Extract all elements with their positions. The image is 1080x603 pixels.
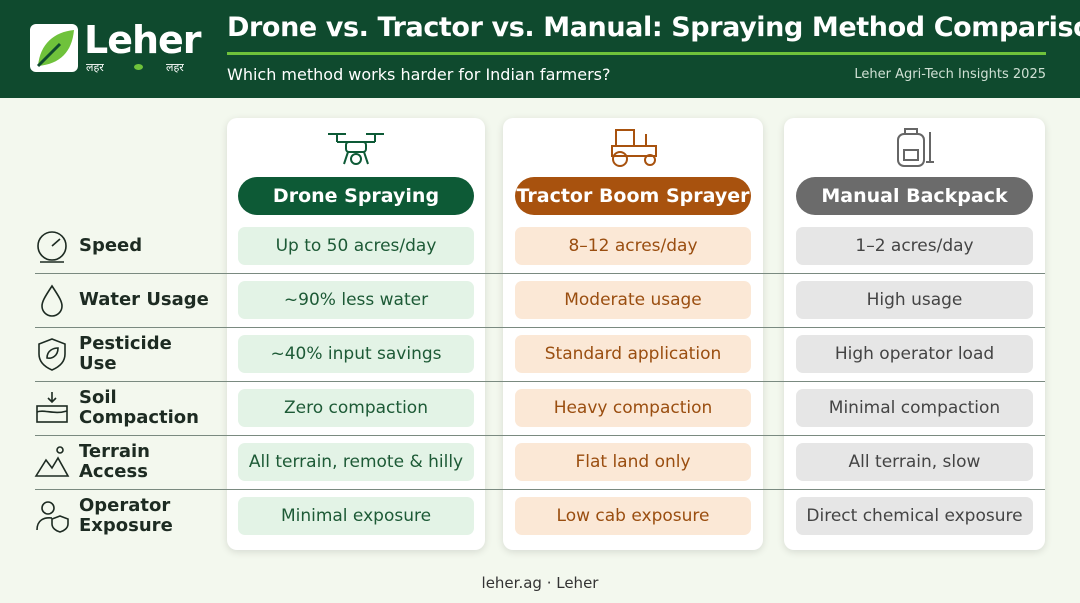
row-label: Speed [79, 235, 143, 256]
cell: High usage [796, 281, 1033, 319]
logo: Leher [84, 18, 202, 62]
row-icon [36, 392, 68, 423]
logo-sub: लहर [166, 61, 184, 74]
cell: Minimal compaction [796, 389, 1033, 427]
row-icon [37, 231, 67, 263]
row-divider [35, 381, 1045, 382]
cell: Flat land only [515, 443, 751, 481]
drone-icon [328, 133, 384, 165]
row-label: Terrain Access [79, 441, 150, 482]
cell: 8–12 acres/day [515, 227, 751, 265]
credit: Leher Agri-Tech Insights 2025 [854, 67, 1046, 82]
row-label: Water Usage [79, 289, 209, 310]
row-icon [36, 501, 69, 533]
row-divider [35, 273, 1045, 274]
backpack-icon [897, 128, 934, 167]
cell: All terrain, remote & hilly [238, 443, 474, 481]
cell: Standard application [515, 335, 751, 373]
row-icon [38, 338, 66, 371]
row-label: Operator Exposure [79, 495, 173, 536]
cell: ~40% input savings [238, 335, 474, 373]
footer: leher.ag · Leher [481, 574, 599, 592]
cell: Minimal exposure [238, 497, 474, 535]
row-icon [34, 446, 70, 477]
subtitle: Which method works harder for Indian far… [227, 65, 611, 84]
logo-dot [134, 64, 143, 70]
header: Leher लहर लहर Drone vs. Tractor vs. Manu… [0, 0, 1080, 98]
column-header: Drone Spraying [238, 177, 474, 215]
cell: Zero compaction [238, 389, 474, 427]
logo-icon [30, 24, 78, 72]
cell: 1–2 acres/day [796, 227, 1033, 265]
row-divider [35, 327, 1045, 328]
cell: Direct chemical exposure [796, 497, 1033, 535]
title: Drone vs. Tractor vs. Manual: Spraying M… [227, 12, 1080, 43]
cell: Moderate usage [515, 281, 751, 319]
tractor-icon [611, 129, 657, 167]
column-header: Tractor Boom Sprayer [515, 177, 751, 215]
row-divider [35, 435, 1045, 436]
row-divider [35, 489, 1045, 490]
logo-sub: लहर [86, 61, 104, 74]
column-header: Manual Backpack [796, 177, 1033, 215]
row-label: Pesticide Use [79, 333, 172, 374]
cell: All terrain, slow [796, 443, 1033, 481]
row-icon [41, 284, 63, 317]
cell: ~90% less water [238, 281, 474, 319]
cell: High operator load [796, 335, 1033, 373]
row-label: Soil Compaction [79, 387, 199, 428]
title-rule [227, 52, 1046, 55]
cell: Heavy compaction [515, 389, 751, 427]
cell: Low cab exposure [515, 497, 751, 535]
cell: Up to 50 acres/day [238, 227, 474, 265]
